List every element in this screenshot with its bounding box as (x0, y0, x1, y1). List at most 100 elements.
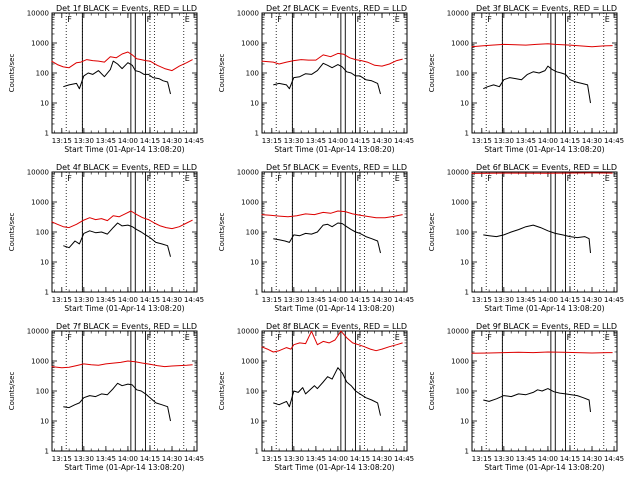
plot-frame (471, 330, 618, 452)
x-tick-label: 14:15 (560, 137, 580, 145)
x-axis-label: Start Time (01-Apr-14 13:08:20) (274, 145, 394, 154)
x-axis-label: Start Time (01-Apr-14 13:08:20) (64, 304, 184, 313)
flag-label: F (147, 333, 152, 342)
detector-panel: Det 7f BLACK = Events, RED = LLD Counts/s… (8, 322, 204, 472)
flag-label: E (395, 174, 400, 183)
y-tick-label: 100 (246, 70, 259, 78)
y-tick-label: 10000 (237, 328, 259, 336)
x-tick-label: 14:15 (140, 455, 160, 463)
y-tick-label: 100 (246, 388, 259, 396)
x-tick-label: 14:45 (604, 455, 624, 463)
plot-frame (51, 330, 198, 452)
x-tick-label: 14:15 (140, 137, 160, 145)
detector-panel: Det 3f BLACK = Events, RED = LLD Counts/s… (428, 4, 624, 154)
panel-title: Det 4f BLACK = Events, RED = LLD (56, 163, 197, 172)
x-tick-label: 14:45 (184, 296, 204, 304)
lld-series-line (261, 330, 403, 353)
y-tick-label: 100 (456, 70, 469, 78)
x-tick-label: 13:45 (516, 455, 536, 463)
plot-frame (261, 171, 408, 293)
x-tick-label: 13:15 (472, 296, 492, 304)
flag-label: E (605, 333, 610, 342)
flag-label: E (605, 174, 610, 183)
x-axis-label: Start Time (01-Apr-14 13:08:20) (274, 463, 394, 472)
y-tick-label: 1000 (241, 358, 259, 366)
x-tick-label: 13:45 (96, 296, 116, 304)
x-axis-label: Start Time (01-Apr-14 13:08:20) (274, 304, 394, 313)
x-tick-label: 14:30 (372, 137, 392, 145)
flag-label: F (487, 174, 492, 183)
events-series-line (63, 60, 171, 95)
y-axis-label: Counts/sec (428, 372, 436, 411)
x-tick-label: 13:30 (74, 296, 94, 304)
flag-label: F (147, 15, 152, 24)
y-tick-label: 1 (255, 130, 259, 138)
events-series-line (63, 382, 171, 422)
y-tick-label: 1 (255, 448, 259, 456)
x-tick-label: 13:15 (472, 455, 492, 463)
y-tick-label: 10000 (27, 10, 49, 18)
lld-series-line (51, 210, 193, 230)
x-tick-label: 14:15 (560, 296, 580, 304)
panel-title: Det 8f BLACK = Events, RED = LLD (266, 322, 407, 331)
events-series-line (273, 367, 381, 416)
flag-label: E (185, 174, 190, 183)
x-tick-label: 13:30 (284, 137, 304, 145)
x-tick-label: 14:30 (582, 296, 602, 304)
y-tick-label: 10 (40, 100, 49, 108)
events-series-line (483, 65, 591, 104)
detector-panel: Det 2f BLACK = Events, RED = LLD Counts/s… (218, 4, 414, 154)
panel-title: Det 7f BLACK = Events, RED = LLD (56, 322, 197, 331)
y-tick-label: 1000 (241, 40, 259, 48)
y-tick-label: 10000 (27, 169, 49, 177)
x-axis-label: Start Time (01-Apr-14 13:08:20) (64, 463, 184, 472)
flag-label: F (567, 15, 572, 24)
y-tick-label: 1000 (31, 199, 49, 207)
plot-frame (51, 171, 198, 293)
plot-frame (471, 12, 618, 134)
x-tick-label: 14:45 (394, 455, 414, 463)
y-axis-label: Counts/sec (428, 213, 436, 252)
x-tick-label: 13:30 (74, 455, 94, 463)
events-series-line (273, 222, 381, 254)
flag-label: F (357, 15, 362, 24)
y-tick-label: 10000 (447, 169, 469, 177)
y-axis-label: Counts/sec (428, 54, 436, 93)
y-tick-label: 1 (45, 130, 49, 138)
y-tick-label: 10000 (237, 10, 259, 18)
y-tick-label: 10000 (237, 169, 259, 177)
y-tick-label: 10 (460, 418, 469, 426)
y-axis-label: Counts/sec (8, 372, 16, 411)
plot-frame (471, 171, 618, 293)
flag-label: F (67, 15, 72, 24)
y-tick-label: 1000 (31, 358, 49, 366)
y-tick-label: 10000 (447, 10, 469, 18)
flag-label: F (567, 174, 572, 183)
x-tick-label: 14:45 (604, 296, 624, 304)
flag-label: F (277, 174, 282, 183)
y-axis-label: Counts/sec (8, 54, 16, 93)
x-tick-label: 14:00 (328, 137, 348, 145)
detector-panel: Det 9f BLACK = Events, RED = LLD Counts/s… (428, 322, 624, 472)
y-tick-label: 10000 (447, 328, 469, 336)
y-axis-label: Counts/sec (8, 213, 16, 252)
x-tick-label: 13:45 (306, 137, 326, 145)
x-tick-label: 14:15 (140, 296, 160, 304)
x-tick-label: 13:15 (262, 137, 282, 145)
x-tick-label: 14:45 (394, 137, 414, 145)
y-tick-label: 1 (465, 130, 469, 138)
lld-series-line (471, 43, 613, 48)
detector-panel: Det 8f BLACK = Events, RED = LLD Counts/s… (218, 322, 414, 472)
x-tick-label: 13:15 (262, 455, 282, 463)
events-series-line (63, 222, 171, 257)
x-tick-label: 13:30 (74, 137, 94, 145)
flag-label: F (277, 333, 282, 342)
x-tick-label: 14:45 (394, 296, 414, 304)
panel-title: Det 3f BLACK = Events, RED = LLD (476, 4, 617, 13)
y-tick-label: 10000 (27, 328, 49, 336)
lld-series-line (51, 360, 193, 369)
flag-label: F (277, 15, 282, 24)
plot-frame (261, 12, 408, 134)
lld-series-line (471, 172, 613, 174)
detector-panel: Det 4f BLACK = Events, RED = LLD Counts/s… (8, 163, 204, 313)
